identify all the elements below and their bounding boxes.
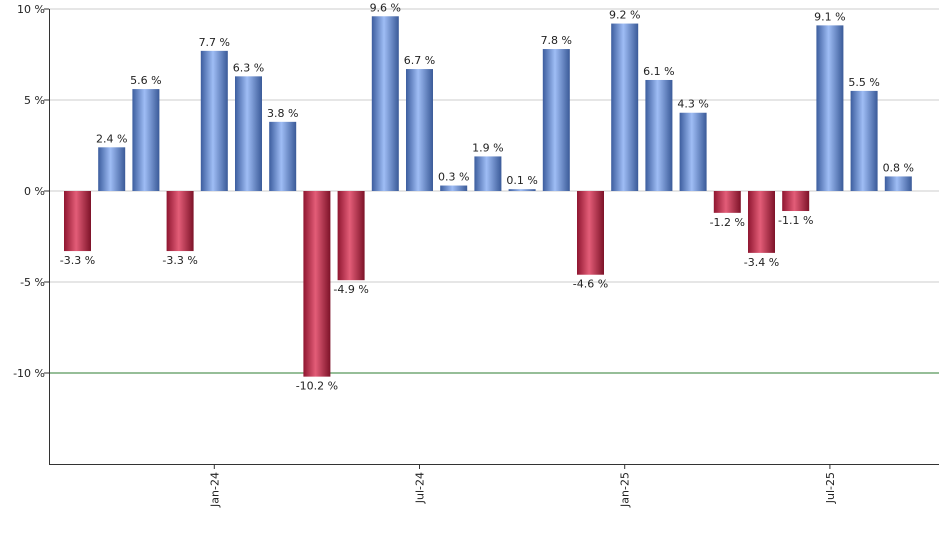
bar-value-label: -3.3 % (60, 254, 95, 267)
bar (371, 16, 399, 192)
x-tick-label: Jul-25 (824, 472, 837, 504)
bar (782, 191, 810, 212)
y-tick-label: 5 % (24, 94, 45, 107)
bar (406, 69, 433, 191)
bar-value-label: -3.4 % (744, 256, 779, 269)
bar-value-label: 6.1 % (643, 65, 674, 78)
bar-value-label: -10.2 % (296, 380, 338, 393)
bar (132, 89, 160, 191)
bar-value-label: 2.4 % (96, 132, 127, 145)
x-tick-label: Jan-24 (208, 472, 221, 508)
bar (200, 50, 228, 191)
bar-value-label: -1.2 % (710, 216, 745, 229)
bar (577, 191, 604, 275)
bar-value-label: -4.6 % (573, 278, 608, 291)
axes (49, 9, 939, 465)
bar (98, 147, 126, 191)
bar (850, 90, 878, 191)
y-tick-label: 10 % (17, 3, 45, 16)
bar (611, 23, 639, 192)
bar (679, 112, 707, 191)
bar-value-label: 6.3 % (233, 61, 264, 74)
bar-value-label: 0.8 % (883, 161, 914, 174)
y-tick-label: 0 % (24, 185, 45, 198)
bar (166, 191, 194, 252)
bar-value-label: -1.1 % (778, 214, 813, 227)
bar (816, 25, 844, 191)
bars (64, 16, 912, 377)
bar (748, 191, 775, 253)
bar-value-label: 7.8 % (541, 34, 572, 47)
bar-value-label: 7.7 % (199, 36, 230, 49)
bar-value-label: -3.3 % (162, 254, 197, 267)
bar-value-label: 9.1 % (814, 10, 845, 23)
data-labels: -3.3 % 2.4 % 5.6 % -3.3 % 7.7 %6.3 % 3.8 % -10… (60, 1, 914, 392)
bar-value-label: 3.8 % (267, 107, 298, 120)
bar (269, 121, 297, 191)
bar (303, 191, 331, 377)
bar (542, 49, 570, 191)
bar (645, 79, 673, 191)
bar-value-label: 0.1 % (506, 174, 537, 187)
bar-value-label: 6.7 % (404, 54, 435, 67)
bar (337, 191, 365, 281)
y-tick-label: -10 % (13, 367, 45, 380)
bar-value-label: 9.2 % (609, 9, 640, 22)
x-tick-label: Jan-25 (619, 472, 632, 508)
x-tick-label: Jul-24 (414, 472, 427, 504)
bar-value-label: 5.6 % (130, 74, 161, 87)
y-tick-label: -5 % (20, 276, 45, 289)
bar-value-label: 4.3 % (677, 98, 708, 111)
bar-value-label: -4.9 % (333, 283, 368, 296)
bar (440, 185, 468, 191)
bar-value-label: 1.9 % (472, 141, 503, 154)
bar (64, 191, 91, 252)
bar (884, 176, 912, 191)
bar (713, 191, 741, 213)
y-axis-ticks: 10 % 5 % 0 % -5 % -10 % (13, 3, 49, 380)
bar (235, 76, 262, 191)
bar-value-label: 9.6 % (370, 1, 401, 14)
bar-value-label: 5.5 % (848, 76, 879, 89)
x-axis-ticks: Jan-24 Jul-24 Jan-25 Jul-25 (208, 464, 837, 508)
bar (474, 156, 502, 191)
bar-value-label: 0.3 % (438, 171, 469, 184)
bar (508, 189, 536, 191)
